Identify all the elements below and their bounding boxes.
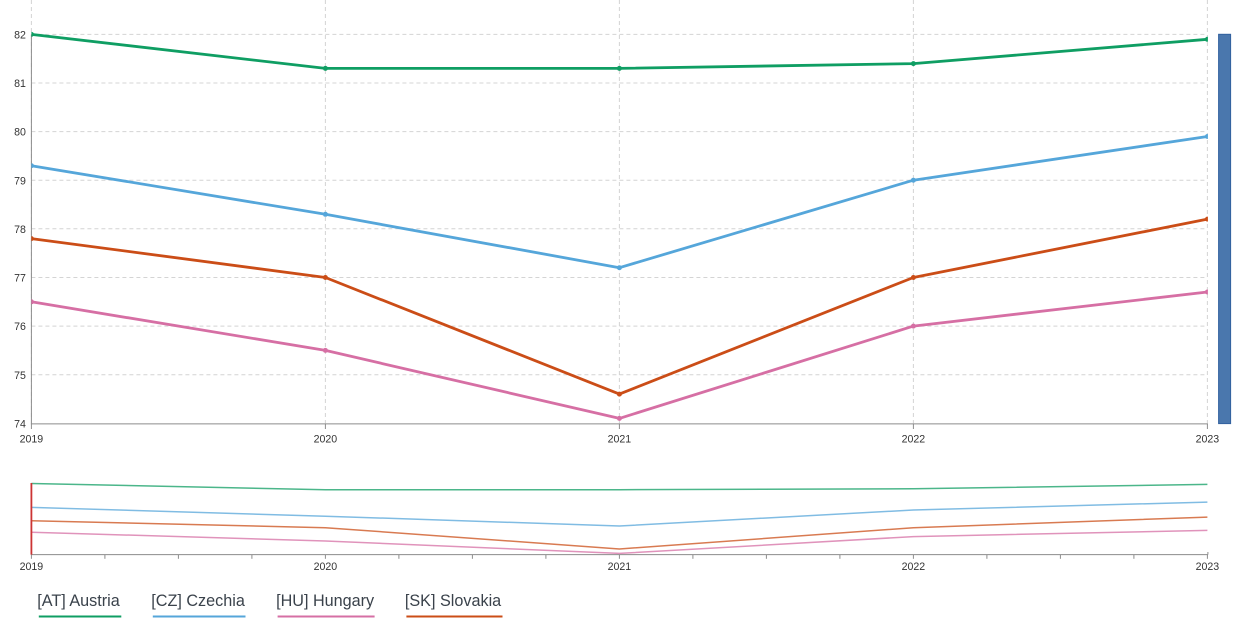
svg-text:81: 81 (14, 78, 26, 90)
svg-text:80: 80 (14, 127, 26, 139)
svg-text:2022: 2022 (902, 434, 926, 446)
svg-text:2020: 2020 (314, 561, 338, 573)
svg-text:82: 82 (14, 30, 26, 42)
svg-text:[AT] Austria: [AT] Austria (37, 592, 119, 610)
svg-text:74: 74 (14, 418, 26, 430)
svg-text:75: 75 (14, 370, 26, 382)
svg-text:78: 78 (14, 224, 26, 236)
svg-text:[SK] Slovakia: [SK] Slovakia (405, 592, 501, 610)
svg-text:76: 76 (14, 321, 26, 333)
svg-text:2020: 2020 (314, 434, 338, 446)
svg-text:2019: 2019 (20, 561, 44, 573)
svg-text:77: 77 (14, 273, 26, 285)
svg-text:2023: 2023 (1196, 434, 1220, 446)
svg-text:2023: 2023 (1196, 561, 1220, 573)
svg-text:79: 79 (14, 175, 26, 187)
svg-text:2021: 2021 (608, 561, 632, 573)
svg-text:2019: 2019 (20, 434, 44, 446)
svg-text:[CZ] Czechia: [CZ] Czechia (151, 592, 245, 610)
svg-text:2021: 2021 (608, 434, 632, 446)
svg-text:2022: 2022 (902, 561, 926, 573)
svg-text:[HU] Hungary: [HU] Hungary (276, 592, 375, 610)
